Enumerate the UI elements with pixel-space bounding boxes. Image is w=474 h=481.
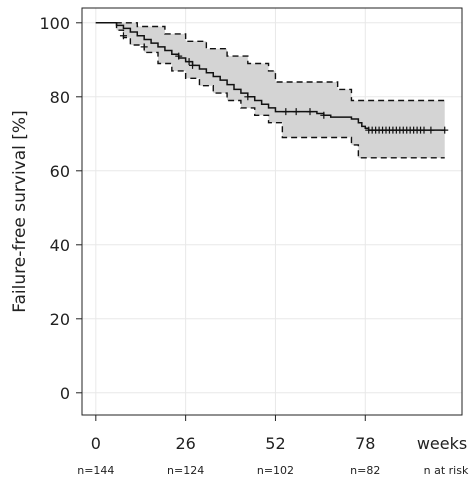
censor-mark (185, 58, 193, 66)
censor-mark (306, 108, 314, 116)
numbers-at-risk-title: n at risk (424, 464, 469, 477)
censor-mark (427, 126, 435, 134)
censor-mark (292, 108, 300, 116)
x-tick-label: 26 (175, 434, 195, 453)
y-tick-label: 20 (50, 310, 70, 329)
x-tick-label: 78 (355, 434, 375, 453)
axes: 0 20 40 60 80 100 (39, 14, 366, 421)
y-tick-label: 80 (50, 88, 70, 107)
risk-count: n=144 (77, 464, 114, 477)
x-tick-label: 0 (91, 434, 101, 453)
risk-count: n=124 (167, 464, 204, 477)
x-tick-labels: 0 26 52 78 (91, 434, 376, 453)
x-unit-label: weeks (417, 434, 467, 453)
censor-mark (420, 126, 428, 134)
numbers-at-risk: n=144 n=124 n=102 n=82 (77, 464, 380, 477)
risk-count: n=82 (350, 464, 380, 477)
y-tick-label: 60 (50, 162, 70, 181)
grid (82, 8, 462, 415)
y-tick-label: 0 (60, 384, 70, 403)
plot-frame (81, 7, 463, 416)
y-tick-label: 100 (39, 14, 70, 33)
censor-mark (441, 126, 449, 134)
censor-mark (189, 61, 197, 69)
y-tick-label: 40 (50, 236, 70, 255)
censor-mark (320, 111, 328, 119)
censor-mark (140, 43, 148, 51)
x-tick-label: 52 (265, 434, 285, 453)
risk-count: n=102 (257, 464, 294, 477)
upper-confidence-line (95, 22, 445, 102)
survival-curve (95, 22, 445, 131)
censor-mark (282, 108, 290, 116)
y-axis-title: Failure-free survival [%] (10, 110, 30, 312)
lower-confidence-line (95, 22, 445, 159)
censor-mark (119, 32, 127, 40)
confidence-band (95, 22, 445, 158)
censor-mark (244, 93, 252, 101)
censor-marks (119, 32, 449, 134)
censor-mark (175, 52, 183, 60)
